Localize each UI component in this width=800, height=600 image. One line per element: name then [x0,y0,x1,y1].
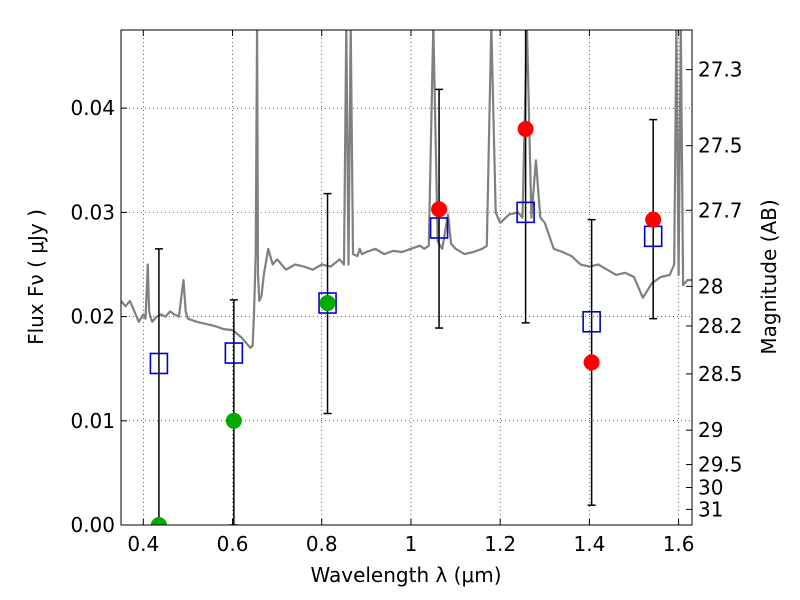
x-tick-label: 1.2 [484,532,516,556]
mag-tick-label: 28.5 [698,362,743,386]
y-tick-label: 0.04 [70,96,115,120]
errorbar-layer [154,30,658,525]
y-tick-label: 0.01 [70,409,115,433]
mag-tick-label: 27.3 [698,58,743,82]
y-tick-label: 0.00 [70,513,115,537]
y-axis-label: Flux Fν ( μJy ) [24,209,48,345]
grid [121,30,692,526]
spectrum-line [121,30,692,349]
model-point [516,201,535,224]
model-point [318,292,337,314]
mag-tick-label: 28.2 [698,314,743,338]
mag-tick-label: 29.5 [698,453,743,477]
model-point [582,310,601,333]
x-tick-label: 1.6 [663,532,695,556]
ticks: 0.4 0.6 0.8 1 1.2 1.4 1.6 0.00 0.01 0.02 0.03 0.04 2… [70,30,743,556]
observed-point [150,517,167,525]
x-axis-label: Wavelength λ (μm) [310,563,501,587]
mag-tick-label: 27.5 [698,134,743,158]
observed-point [431,201,448,218]
mag-tick-label: 27.7 [698,198,743,222]
observed-point [645,211,662,228]
spectrum-layer [121,30,692,349]
y-tick-label: 0.03 [70,200,115,224]
observed-point [319,295,336,312]
y-tick-label: 0.02 [70,305,115,329]
mag-tick-label: 29 [698,418,723,442]
x-tick-label: 1 [405,532,418,556]
x-tick-label: 1.4 [573,532,605,556]
mag-tick-label: 28 [698,274,723,298]
x-tick-label: 0.4 [127,532,159,556]
plot-background [121,30,692,525]
observed-layer [150,121,662,525]
observed-point [583,354,600,371]
mag-tick-label: 30 [698,475,723,499]
y2-axis-label: Magnitude (AB) [757,199,781,354]
model-point [429,217,449,239]
model-point [149,352,169,375]
x-tick-label: 0.6 [217,532,249,556]
observed-point [517,121,534,137]
x-tick-label: 0.8 [306,532,338,556]
model-point [224,342,244,364]
plot-frame [120,29,693,526]
observed-point [225,412,242,429]
mag-tick-label: 31 [698,497,723,521]
